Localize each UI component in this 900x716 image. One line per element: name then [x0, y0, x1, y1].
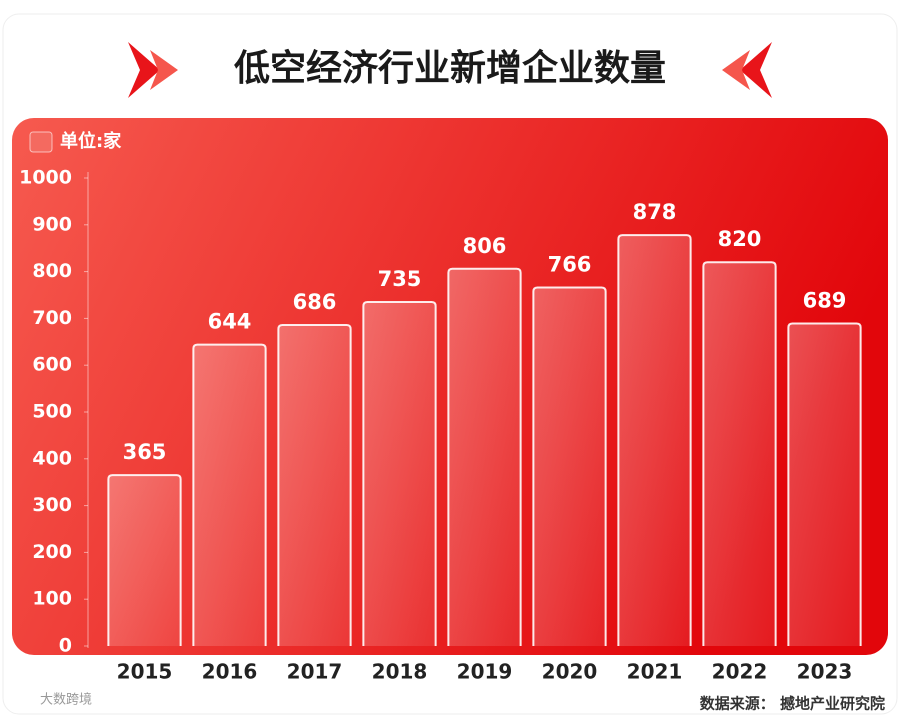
- value-label: 735: [378, 267, 422, 291]
- value-label: 644: [208, 310, 252, 334]
- x-tick-label: 2021: [627, 660, 683, 684]
- y-tick-label: 500: [32, 401, 72, 423]
- chevron-right: [740, 42, 772, 98]
- x-tick-label: 2015: [117, 660, 173, 684]
- y-tick-label: 200: [32, 541, 72, 563]
- bar: [617, 234, 692, 646]
- x-tick-label: 2020: [542, 660, 598, 684]
- value-label: 766: [548, 253, 592, 277]
- bar: [362, 301, 437, 646]
- bar: [532, 286, 607, 646]
- y-tick-label: 1000: [19, 167, 72, 189]
- x-tick-label: 2023: [797, 660, 853, 684]
- x-tick-label: 2022: [712, 660, 768, 684]
- value-label: 365: [123, 440, 167, 464]
- chevron-right-inner: [722, 50, 750, 90]
- value-label: 689: [803, 289, 847, 313]
- value-label: 806: [463, 234, 507, 258]
- source: 数据来源： 撼地产业研究院: [700, 695, 885, 713]
- x-tick-label: 2017: [287, 660, 343, 684]
- watermark: 大数跨境: [40, 693, 92, 708]
- legend-label: 单位:家: [60, 130, 122, 152]
- legend-swatch: [29, 131, 53, 153]
- chevron-left: [128, 42, 160, 98]
- y-tick-label: 600: [32, 354, 72, 376]
- y-tick-label: 800: [32, 260, 72, 282]
- chevron-left-inner: [150, 50, 178, 90]
- bar: [277, 323, 352, 646]
- value-label: 820: [718, 227, 762, 251]
- y-tick-label: 400: [32, 447, 72, 469]
- x-tick-label: 2018: [372, 660, 428, 684]
- bar: [447, 267, 522, 646]
- chart-title: 低空经济行业新增企业数量: [234, 47, 666, 89]
- y-tick-label: 100: [32, 588, 72, 610]
- y-tick-label: 700: [32, 307, 72, 329]
- bar: [192, 343, 267, 646]
- y-tick-label: 0: [59, 635, 72, 657]
- x-tick-label: 2016: [202, 660, 258, 684]
- value-label: 878: [633, 200, 677, 224]
- y-tick-label: 300: [32, 494, 72, 516]
- x-tick-label: 2019: [457, 660, 513, 684]
- bar: [702, 261, 777, 646]
- value-label: 686: [293, 290, 337, 314]
- y-tick-label: 900: [32, 213, 72, 235]
- bar: [107, 474, 182, 646]
- bar: [787, 322, 862, 646]
